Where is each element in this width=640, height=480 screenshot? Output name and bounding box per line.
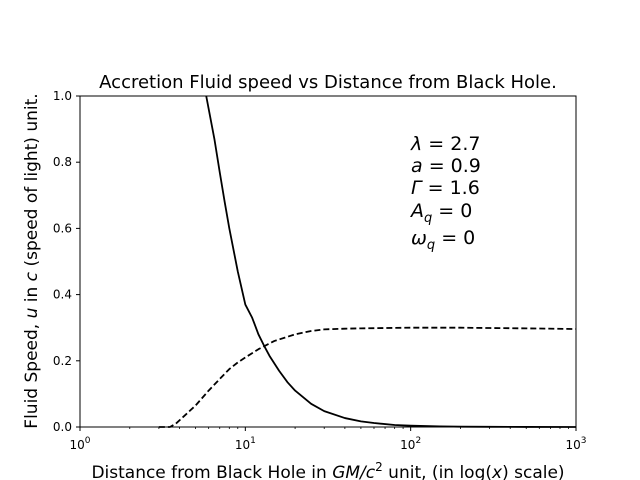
x-axis-label: Distance from Black Hole in GM/c2 unit, …: [91, 460, 564, 480]
annotation-line: a = 0.9: [411, 155, 481, 177]
plot-frame: [79, 95, 577, 428]
series-layer: [158, 95, 577, 428]
annotation-line: ωq = 0: [411, 227, 475, 253]
y-axis-label: Fluid Speed, u in c (speed of light) uni…: [22, 93, 42, 428]
series-line-1: [205, 95, 577, 428]
y-tick-label: 0.6: [53, 221, 72, 235]
y-tick-label: 0.8: [53, 155, 72, 169]
y-tick-label: 0.0: [53, 420, 72, 434]
annotation-line: Γ = 1.6: [411, 177, 480, 199]
annotation-line: λ = 2.7: [410, 133, 480, 155]
x-tick-label: 100: [69, 436, 90, 452]
x-tick-label: 101: [235, 436, 256, 452]
parameter-annotations: λ = 2.7a = 0.9Γ = 1.6Aq = 0ωq = 0: [409, 133, 481, 253]
y-tick-label: 1.0: [53, 89, 72, 103]
chart-title: Accretion Fluid speed vs Distance from B…: [99, 72, 557, 93]
tick-layer: 100 101 102 103 0.0 0.2 0.4 0.6 0.8 1.0: [53, 89, 587, 452]
x-tick-label: 103: [565, 436, 586, 452]
y-tick-label: 0.2: [53, 354, 72, 368]
x-tick-label: 102: [400, 436, 421, 452]
y-tick-label: 0.4: [53, 288, 72, 302]
annotation-line: Aq = 0: [409, 200, 472, 226]
series-line-2: [158, 326, 577, 428]
